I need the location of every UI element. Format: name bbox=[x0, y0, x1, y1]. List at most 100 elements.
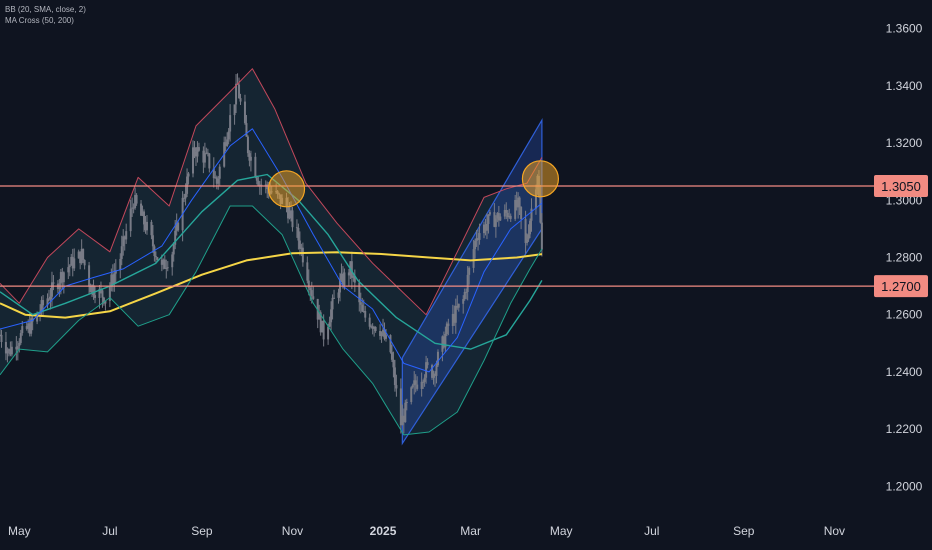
candle-body bbox=[389, 335, 392, 353]
level-price-tag: 1.2700 bbox=[874, 275, 928, 298]
candle-body bbox=[114, 270, 117, 274]
candle-body bbox=[505, 210, 508, 213]
candle-body bbox=[171, 254, 174, 268]
highlight-circle-1[interactable] bbox=[521, 160, 560, 198]
x-tick-label: Mar bbox=[460, 524, 481, 538]
candle-body bbox=[183, 197, 186, 199]
candle-body bbox=[36, 312, 39, 322]
candle-body bbox=[47, 298, 50, 300]
candle-body bbox=[224, 142, 227, 146]
candle-body bbox=[203, 153, 206, 163]
candle-body bbox=[385, 335, 388, 339]
candle-body bbox=[435, 365, 438, 376]
candle-body bbox=[517, 197, 520, 208]
candle-body bbox=[451, 313, 454, 326]
x-tick-label: Sep bbox=[733, 524, 755, 538]
candle-body bbox=[447, 323, 450, 326]
candle-body bbox=[258, 184, 261, 186]
candle-body bbox=[319, 312, 322, 333]
candle-body bbox=[442, 336, 445, 348]
candle-body bbox=[10, 346, 13, 355]
candle-body bbox=[416, 384, 419, 389]
candle-body bbox=[330, 309, 333, 323]
candle-body bbox=[373, 327, 376, 329]
candle-body bbox=[405, 402, 408, 404]
candle-body bbox=[520, 206, 523, 220]
candle-body bbox=[227, 131, 230, 140]
candle-body bbox=[7, 349, 10, 351]
candle-body bbox=[108, 286, 111, 301]
candle-body bbox=[420, 381, 423, 389]
candle-body bbox=[310, 290, 313, 297]
candle-body bbox=[249, 156, 252, 161]
candle-body bbox=[343, 272, 346, 286]
x-tick-label: Nov bbox=[824, 524, 845, 538]
candle-body bbox=[52, 282, 55, 284]
candle-body bbox=[509, 215, 512, 219]
legend-bollinger-bands[interactable]: BB (20, SMA, close, 2) bbox=[5, 5, 86, 14]
candle-body bbox=[371, 326, 374, 329]
candle-body bbox=[257, 180, 260, 186]
candle-body bbox=[174, 230, 177, 245]
candle-body bbox=[426, 362, 429, 366]
candle-body bbox=[422, 381, 425, 383]
legend-ma-cross[interactable]: MA Cross (50, 200) bbox=[5, 16, 74, 25]
x-tick-label: Nov bbox=[282, 524, 303, 538]
candle-body bbox=[309, 288, 312, 291]
candle-body bbox=[289, 210, 292, 212]
candle-body bbox=[288, 210, 291, 219]
candle-body bbox=[390, 352, 393, 360]
x-tick-label: Jul bbox=[102, 524, 117, 538]
candle-body bbox=[212, 168, 215, 179]
candle-body bbox=[62, 272, 65, 283]
candle-body bbox=[468, 267, 471, 275]
candle-body bbox=[113, 273, 116, 285]
candle-body bbox=[445, 323, 448, 334]
candle-body bbox=[68, 265, 71, 268]
candle-body bbox=[331, 297, 334, 310]
y-tick-label: 1.2800 bbox=[886, 251, 923, 265]
candle-body bbox=[243, 101, 246, 124]
candle-body bbox=[364, 310, 367, 318]
candle-body bbox=[487, 214, 490, 225]
ma200-line[interactable] bbox=[0, 251, 543, 319]
candle-body bbox=[101, 290, 104, 298]
candle-body bbox=[298, 240, 301, 249]
candle-body bbox=[135, 195, 138, 204]
candle-body bbox=[404, 402, 407, 423]
x-tick-label: 2025 bbox=[370, 524, 397, 538]
candle-body bbox=[374, 327, 377, 331]
candle-body bbox=[526, 239, 529, 243]
candle-body bbox=[98, 288, 101, 298]
candle-body bbox=[59, 272, 62, 284]
bollinger-upper-line[interactable] bbox=[0, 68, 543, 316]
candle-body bbox=[197, 147, 200, 151]
y-tick-label: 1.3200 bbox=[886, 136, 923, 150]
candle-body bbox=[321, 320, 324, 333]
level-price-tag: 1.3050 bbox=[874, 174, 928, 197]
candle-body bbox=[110, 274, 113, 287]
candle-body bbox=[88, 265, 91, 286]
x-tick-label: May bbox=[8, 524, 31, 538]
candle-body bbox=[254, 156, 257, 178]
candle-body bbox=[151, 235, 154, 247]
candle-body bbox=[226, 139, 229, 146]
candle-body bbox=[291, 210, 294, 228]
indicator-legend: BB (20, SMA, close, 2) MA Cross (50, 200… bbox=[5, 4, 86, 26]
candle-body bbox=[150, 221, 153, 236]
candle-body bbox=[431, 365, 434, 378]
candle-body bbox=[248, 153, 251, 161]
bollinger-lower-line[interactable] bbox=[0, 205, 543, 436]
candle-body bbox=[193, 147, 196, 152]
candle-body bbox=[410, 387, 413, 403]
highlight-circle-0[interactable] bbox=[267, 170, 306, 208]
candle-body bbox=[475, 238, 478, 241]
candle-body bbox=[194, 151, 197, 157]
candle-body bbox=[340, 273, 343, 280]
candle-body bbox=[395, 385, 398, 389]
candle-body bbox=[18, 342, 21, 347]
candle-body bbox=[214, 177, 217, 179]
y-tick-label: 1.3400 bbox=[886, 79, 923, 93]
